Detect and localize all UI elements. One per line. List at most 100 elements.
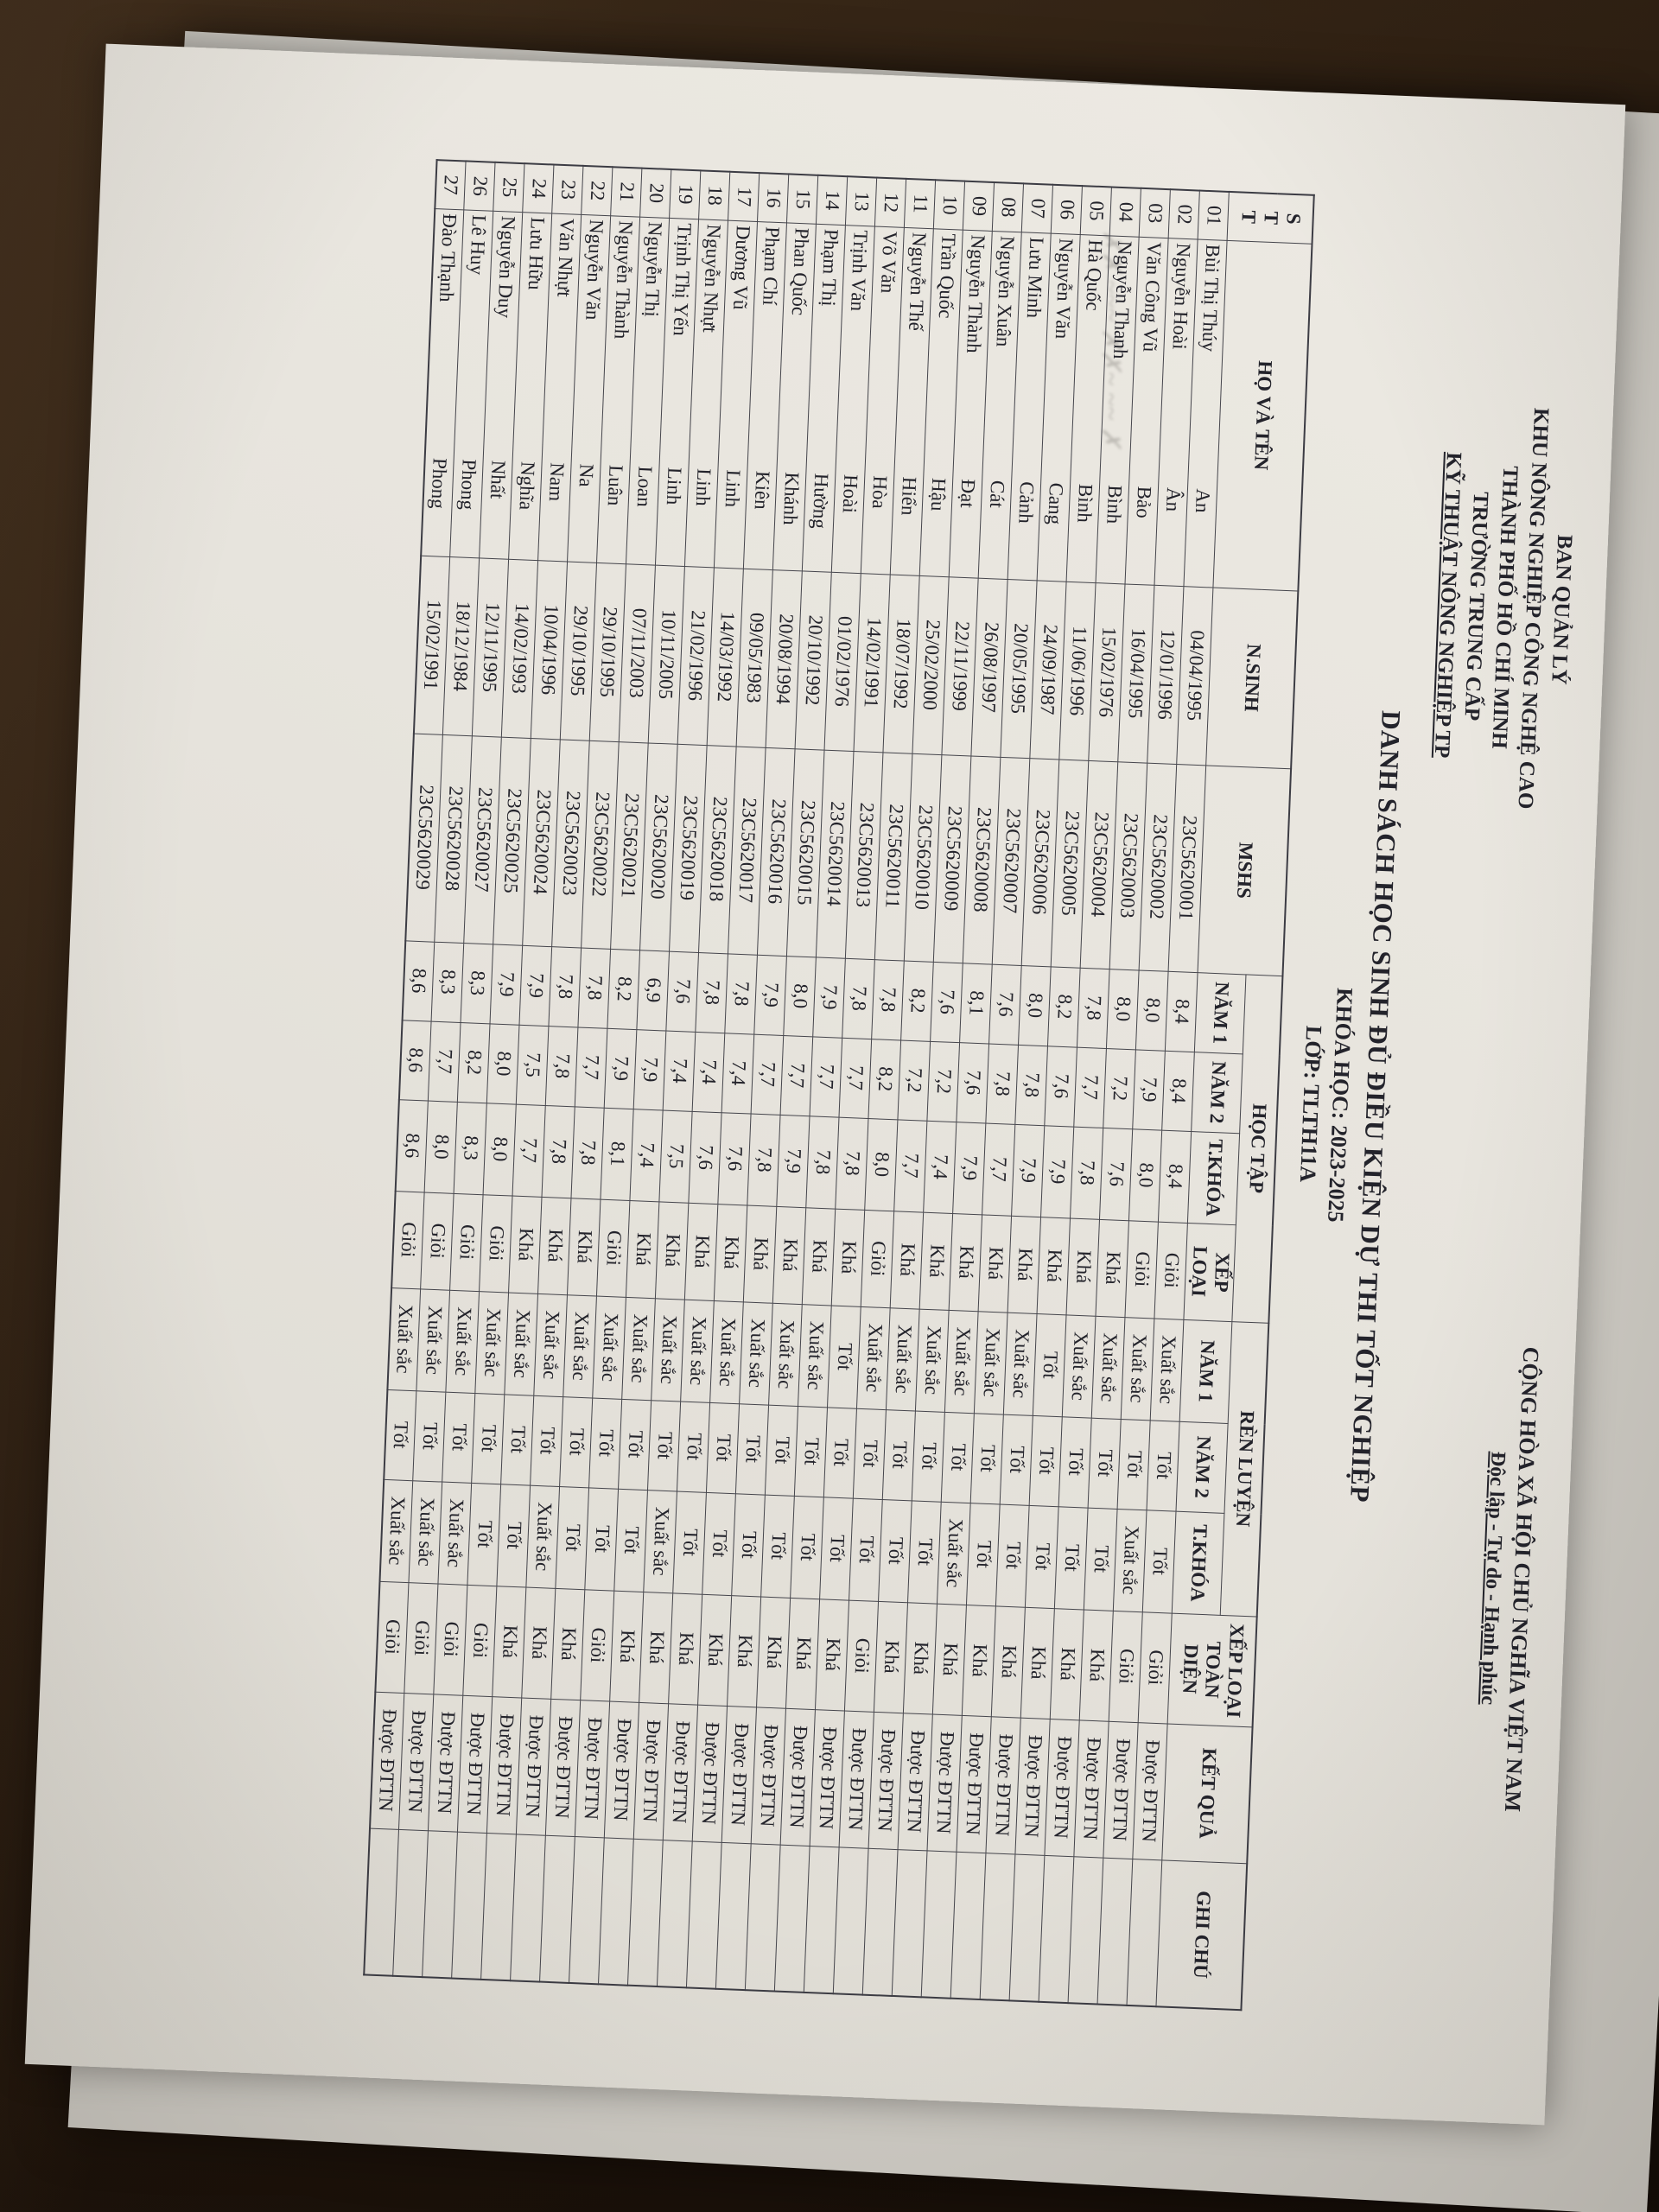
cell-study-rank: Khá <box>538 1196 572 1295</box>
cell-result: Được ĐTTN <box>898 1713 933 1851</box>
header-study-rank: XẾP LOẠI <box>1184 1222 1236 1322</box>
cell-conduct-year1: Xuất sắc <box>534 1293 568 1397</box>
cell-study-course: 8,0 <box>483 1103 517 1196</box>
cell-conduct-year2: Tốt <box>1058 1416 1092 1508</box>
cell-study-year2: 7,9 <box>604 1027 638 1109</box>
cell-study-rank: Khá <box>978 1214 1013 1313</box>
cell-study-course: 7,9 <box>1041 1125 1075 1218</box>
cell-stt: 27 <box>435 160 467 210</box>
cell-study-rank: Khá <box>949 1213 983 1312</box>
cell-study-rank: Giỏi <box>861 1209 895 1308</box>
cell-notes <box>745 1843 781 1992</box>
cell-study-course: 8,1 <box>601 1107 634 1201</box>
cell-conduct-course: Tốt <box>1025 1504 1059 1609</box>
cell-conduct-year2: Tốt <box>970 1413 1004 1504</box>
cell-stt: 05 <box>1080 186 1112 236</box>
cell-result: Được ĐTTN <box>986 1716 1021 1854</box>
cell-result: Được ĐTTN <box>1015 1717 1051 1855</box>
cell-conduct-year2: Tốt <box>794 1406 829 1497</box>
cell-result: Được ĐTTN <box>516 1697 552 1835</box>
cell-notes <box>627 1838 664 1987</box>
cell-study-year1: 8,0 <box>1019 965 1052 1046</box>
cell-study-course: 8,0 <box>1128 1128 1163 1222</box>
cell-conduct-year2: Tốt <box>941 1411 975 1503</box>
students-table-body: 01 Bùi Thị Thúy An 04/04/1995 23C5620001 8,4 8… <box>364 160 1230 2007</box>
cell-study-year2: 7,6 <box>957 1042 990 1123</box>
header-stt: STT <box>1227 191 1314 244</box>
cell-study-year2: 7,2 <box>927 1040 961 1122</box>
cell-conduct-course: Tốt <box>467 1482 502 1586</box>
header-name: HỌ VÀ TÊN <box>1213 239 1313 591</box>
cell-conduct-year2: Tốt <box>677 1401 711 1492</box>
cell-conduct-year1: Xuất sắc <box>1121 1317 1155 1421</box>
cell-study-year1: 7,8 <box>872 959 905 1040</box>
motto-block: CỘNG HÒA XÃ HỘI CHỦ NGHĨA VIỆT NAM Độc l… <box>1460 1111 1556 2046</box>
cell-stt: 17 <box>728 171 760 222</box>
cell-result: Được ĐTTN <box>927 1713 963 1852</box>
cell-overall-rank: Khá <box>1020 1606 1055 1719</box>
cell-study-course: 7,6 <box>718 1112 752 1205</box>
cell-study-year2: 7,7 <box>428 1020 461 1102</box>
cell-study-year2: 8,2 <box>868 1039 902 1120</box>
cell-study-year1: 8,1 <box>960 963 993 1044</box>
cell-conduct-course: Xuất sắc <box>1113 1508 1147 1612</box>
cell-conduct-year1: Xuất sắc <box>622 1296 656 1401</box>
cell-notes <box>804 1846 840 1994</box>
cell-conduct-course: Tốt <box>702 1491 736 1596</box>
cell-conduct-course: Tốt <box>556 1486 590 1590</box>
cell-stt: 23 <box>552 164 584 214</box>
cell-result: Được ĐTTN <box>399 1693 435 1831</box>
cell-conduct-year2: Tốt <box>912 1410 945 1502</box>
cell-result: Được ĐTTN <box>633 1701 670 1840</box>
cell-overall-rank: Khá <box>874 1600 909 1713</box>
cell-result: Được ĐTTN <box>1103 1720 1139 1859</box>
cell-study-course: 8,6 <box>395 1099 429 1192</box>
cell-conduct-year2: Tốt <box>472 1393 505 1484</box>
cell-study-year1: 7,9 <box>813 957 846 1038</box>
cell-study-year1: 7,9 <box>519 944 553 1027</box>
cell-study-rank: Giỏi <box>596 1198 631 1297</box>
cell-conduct-year2: Tốt <box>823 1407 857 1498</box>
cell-study-year1: 8,2 <box>1048 966 1081 1047</box>
cell-result: Được ĐTTN <box>868 1711 904 1850</box>
cell-conduct-course: Xuất sắc <box>379 1478 414 1583</box>
cell-stt: 11 <box>904 178 937 229</box>
cell-study-rank: Khá <box>772 1205 807 1305</box>
cell-notes <box>1068 1856 1104 2005</box>
cell-notes <box>921 1850 957 1999</box>
cell-study-rank: Khá <box>1066 1217 1101 1316</box>
cell-result: Được ĐTTN <box>751 1707 786 1845</box>
cell-overall-rank: Khá <box>962 1605 996 1717</box>
cell-stt: 03 <box>1139 188 1171 238</box>
cell-conduct-year1: Xuất sắc <box>1150 1318 1185 1421</box>
header-conduct-course: T.KHÓA <box>1172 1510 1225 1615</box>
cell-stt: 20 <box>640 168 672 218</box>
cell-notes <box>393 1828 429 1978</box>
cell-overall-rank: Khá <box>932 1603 967 1715</box>
cell-study-year1: 8,0 <box>784 956 817 1037</box>
cell-conduct-year2: Tốt <box>765 1404 799 1496</box>
cell-study-year2: 7,4 <box>721 1033 755 1114</box>
cell-study-year1: 7,6 <box>931 961 963 1043</box>
cell-conduct-year1: Xuất sắc <box>798 1304 832 1408</box>
cell-study-course: 7,9 <box>953 1122 987 1215</box>
cell-study-year2: 8,0 <box>486 1023 520 1104</box>
cell-stt: 10 <box>933 180 966 230</box>
cell-conduct-course: Tốt <box>1084 1507 1118 1611</box>
cell-study-course: 7,8 <box>1071 1126 1104 1219</box>
cell-conduct-year2: Tốt <box>1117 1419 1151 1510</box>
cell-study-rank: Khá <box>1096 1218 1129 1318</box>
cell-overall-rank: Giỏi <box>844 1599 880 1712</box>
cell-stt: 04 <box>1109 187 1141 237</box>
cell-study-year2: 8,2 <box>457 1022 491 1103</box>
cell-result: Được ĐTTN <box>545 1698 582 1837</box>
cell-stt: 24 <box>523 163 555 213</box>
cell-conduct-course: Tốt <box>732 1493 766 1597</box>
header-conduct-year2: NĂM 2 <box>1176 1421 1229 1513</box>
cell-notes <box>774 1844 810 1993</box>
cell-result: Được ĐTTN <box>780 1707 816 1847</box>
cell-study-year1: 7,8 <box>842 957 875 1039</box>
cell-study-year2: 7,9 <box>1133 1049 1166 1130</box>
cell-notes <box>1009 1853 1046 2002</box>
cell-overall-rank: Khá <box>493 1586 527 1698</box>
